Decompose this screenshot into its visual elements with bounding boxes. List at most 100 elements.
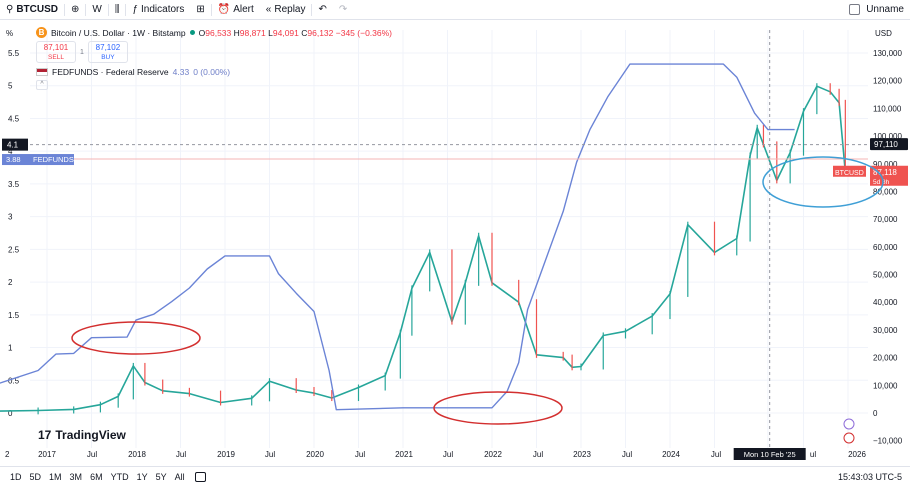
right-tick-label: 0 [873,409,878,418]
layout-name[interactable]: Unname [866,4,904,15]
right-tick-label: 10,000 [873,381,898,390]
collapse-legend-button[interactable]: ^ [36,80,48,90]
range-1d[interactable]: 1D [10,471,22,482]
time-tick-label: 2019 [217,450,235,459]
time-tick-label: 2022 [484,450,502,459]
time-tick-label: 2021 [395,450,413,459]
right-tick-label: 130,000 [873,49,902,58]
candles-icon: ⫼ [114,4,120,15]
left-tick-label: 4 [8,147,13,156]
left-tick-label: 2 [8,278,13,287]
price-chart[interactable]: 2 2017 Jul 2018 Jul 2019 Jul 2020 Jul 2021 Jul 2022… [0,20,910,466]
right-tick-label: 100,000 [873,132,902,141]
btcusd-countdown-label: 5d 8h [873,179,890,186]
range-1m[interactable]: 1M [49,471,62,482]
btcusd-line [0,85,847,412]
symbol-legend[interactable]: B Bitcoin / U.S. Dollar · 1W · Bitstamp … [36,27,392,38]
btcusd-name-badge [833,165,866,177]
btcusd-price-badge [870,165,908,186]
range-3m[interactable]: 3M [69,471,83,482]
alert-button[interactable]: ⏰ Alert [212,0,260,20]
save-checkbox[interactable] [849,4,861,15]
range-5y[interactable]: 5Y [155,471,167,482]
right-axis-unit: USD [875,29,892,38]
chart-grid [30,30,868,448]
compare-icon: ⊕ [71,4,80,15]
indicator-legend[interactable]: FEDFUNDS · Federal Reserve 4.33 0 (0.00%… [36,67,392,77]
buy-button[interactable]: 87,102 BUY [87,41,128,63]
replay-label: Replay [274,4,306,15]
btcusd-series [0,83,847,415]
symbol-name: BTCUSD [16,4,58,15]
time-tick-label: Jul [443,450,453,459]
annotation-ellipse [433,391,563,425]
time-tick-label: 2 [5,450,10,459]
range-ytd[interactable]: YTD [110,471,129,482]
undo-icon: ↶ [318,4,327,15]
flag-widget-icon [843,432,855,444]
compare-button[interactable]: ⊕ [65,0,85,20]
left-crosshair-badge [2,138,28,151]
range-5d[interactable]: 5D [29,471,42,482]
layout-templates-button[interactable]: ⊞ [190,0,210,20]
right-tick-label: 50,000 [873,271,898,280]
redo-icon: ↷ [338,4,348,15]
us-flag-icon [36,68,48,76]
calendar-icon[interactable] [194,471,206,482]
purple-widget-icon [843,418,855,430]
left-tick-label: 0 [8,409,13,418]
indicators-button[interactable]: ƒ Indicators [126,0,190,20]
chart-type-button[interactable]: ⫼ [109,0,126,20]
range-6m[interactable]: 6M [90,471,103,482]
trade-buttons: 87,101 SELL 1 87,102 BUY [36,41,392,63]
replay-button[interactable]: « Replay [260,0,312,20]
btcusd-price-label: 87,118 [873,168,897,177]
divider [64,3,65,16]
bottom-toolbar: 1D 5D 1M 3M 6M YTD 1Y 5Y All 15:43:03 UT… [0,466,910,486]
left-tick-label: 4.5 [8,114,20,123]
spread-value: 1 [80,48,84,56]
indicator-change: 0 (0.00%) [193,67,231,77]
right-tick-label: 30,000 [873,326,898,335]
top-toolbar: ⚲ BTCUSD ⊕ W ⫼ ƒ Indicators ⊞ ⏰ Alert « … [0,0,910,20]
symbol-search[interactable]: ⚲ BTCUSD [0,0,64,20]
alarm-icon: ⏰ [217,4,231,15]
divider [125,3,127,16]
time-tick-label: 2024 [662,450,680,459]
right-tick-label: 80,000 [873,187,898,196]
sell-button[interactable]: 87,101 SELL [36,41,76,63]
btcusd-name-label: BTCUSD [835,170,864,177]
divider [311,3,313,16]
left-tick-label: 5.5 [8,49,20,58]
right-tick-label: 110,000 [873,104,902,113]
fedfunds-badge [2,154,74,166]
tradingview-logo: 17 TradingView [38,428,126,442]
range-all[interactable]: All [174,471,185,482]
chart-overlays: 4.1 3.88 FEDFUNDS 97,110 BTCUSD 87,118 5d 8h Mo… [2,30,908,460]
time-axis: 2 2017 Jul 2018 Jul 2019 Jul 2020 Jul 2021 Jul 2022… [5,450,866,459]
time-tick-label: Jul [355,450,365,459]
divider [107,3,109,16]
redo-button[interactable]: ↷ [333,0,353,20]
interval-button[interactable]: W [92,4,102,15]
indicator-name: FEDFUNDS · Federal Reserve [52,67,169,77]
undo-button[interactable]: ↶ [312,0,332,20]
divider [85,3,87,16]
time-tick-label: Jul [711,450,721,459]
clock-readout[interactable]: 15:43:03 UTC-5 [837,471,902,482]
time-tick-label: 2018 [128,450,146,459]
right-crosshair-label: 97,110 [874,140,898,149]
range-1y[interactable]: 1Y [136,471,148,482]
market-open-icon [189,30,195,35]
fedfunds-series [0,63,795,411]
crosshair-date-badge [733,448,806,460]
time-tick-label: Jul [176,450,186,459]
left-tick-label: 1 [8,344,13,353]
replay-icon: « [265,4,272,15]
time-tick-label: 2017 [38,450,56,459]
highlight-ellipse [762,156,884,208]
right-price-axis: USD 130,000 120,000 110,000 100,000 90,000 80,… [873,29,903,446]
time-tick-label: Jul [533,450,543,459]
tradingview-wordmark: TradingView [55,428,126,442]
time-tick-label: 2026 [848,450,866,459]
